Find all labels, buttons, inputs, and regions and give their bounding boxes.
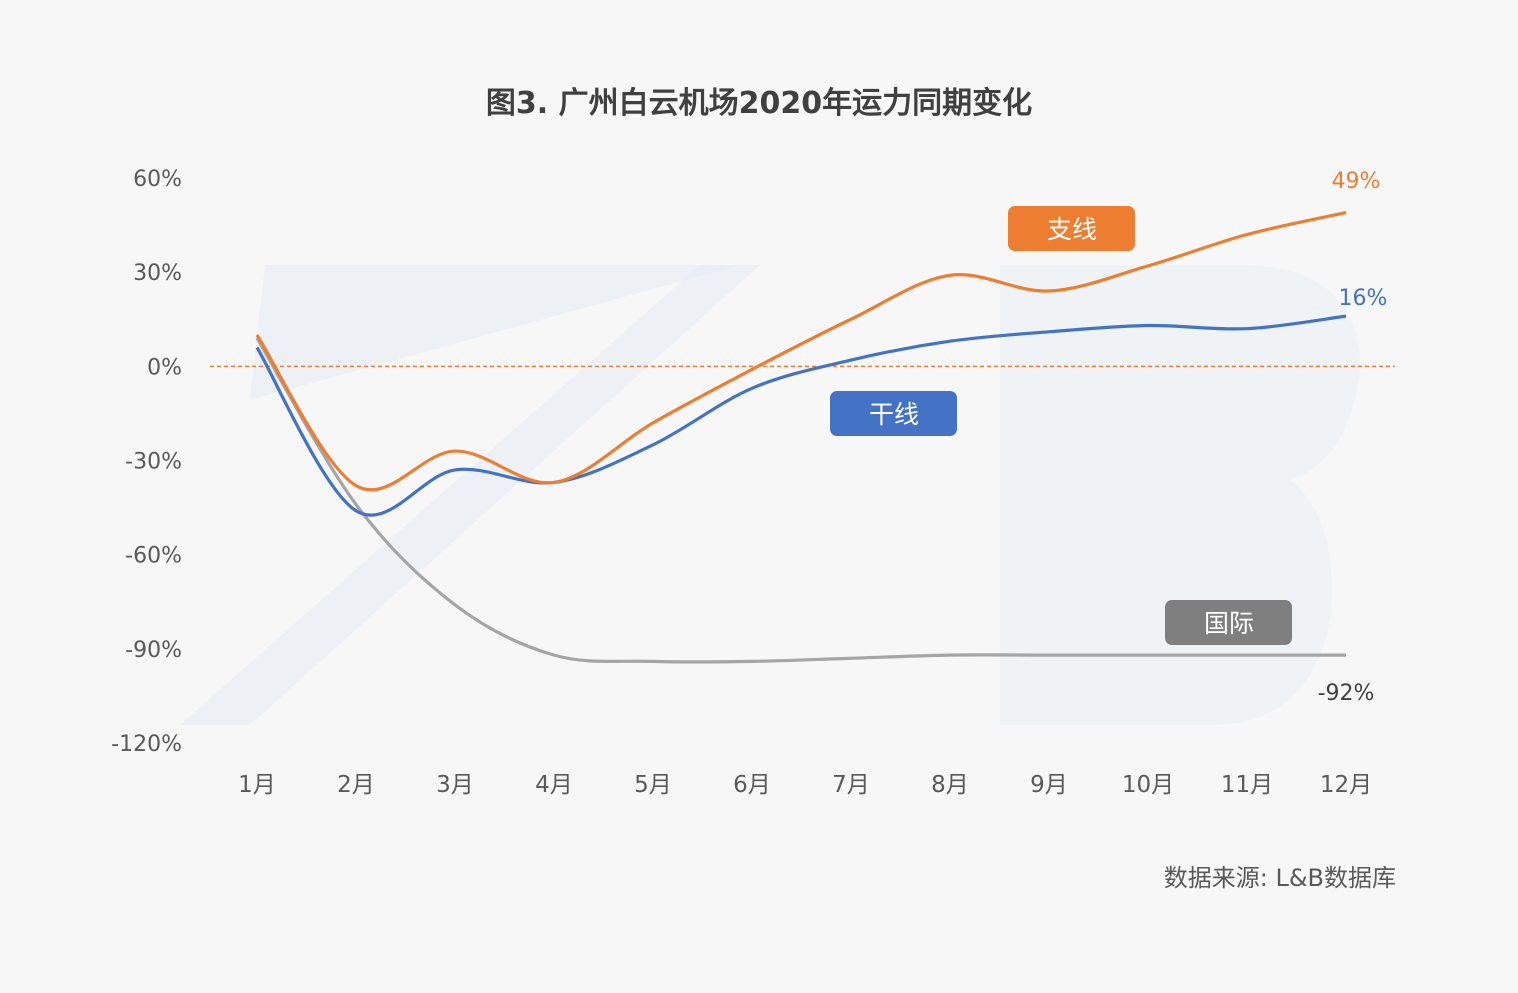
series-line-支线 — [255, 210, 1347, 492]
legend-label: 国际 — [1204, 609, 1254, 638]
y-tick-label: 30% — [133, 261, 182, 286]
end-value-label: 16% — [1339, 286, 1388, 311]
x-tick-label: 6月 — [733, 772, 771, 798]
x-tick-label: 1月 — [238, 772, 276, 798]
y-tick-label: -120% — [111, 732, 182, 757]
x-tick-label: 5月 — [634, 772, 672, 798]
legend-box — [830, 391, 957, 436]
legend-box — [1165, 600, 1292, 645]
x-tick-label: 11月 — [1221, 772, 1273, 798]
y-tick-label: 60% — [133, 167, 182, 192]
y-tick-label: -60% — [125, 544, 182, 569]
legend-label: 干线 — [869, 400, 919, 429]
x-tick-label: 4月 — [535, 772, 573, 798]
x-tick-label: 12月 — [1320, 772, 1372, 798]
chart-title: 图3. 广州白云机场2020年运力同期变化 — [485, 86, 1033, 121]
y-tick-label: 0% — [147, 355, 182, 380]
x-tick-label: 8月 — [931, 772, 969, 798]
data-source: 数据来源: L&B数据库 — [1163, 864, 1396, 892]
watermark-logo — [180, 265, 760, 725]
legend-label: 支线 — [1047, 215, 1097, 244]
x-tick-label: 2月 — [337, 772, 375, 798]
y-tick-label: -90% — [125, 638, 182, 663]
y-tick-label: -30% — [125, 450, 182, 475]
x-tick-label: 3月 — [436, 772, 474, 798]
x-tick-label: 10月 — [1122, 772, 1174, 798]
x-tick-label: 9月 — [1030, 772, 1068, 798]
end-value-label: 49% — [1332, 169, 1381, 194]
end-value-label: -92% — [1318, 681, 1375, 706]
x-tick-label: 7月 — [832, 772, 870, 798]
legend-box — [1008, 206, 1135, 251]
